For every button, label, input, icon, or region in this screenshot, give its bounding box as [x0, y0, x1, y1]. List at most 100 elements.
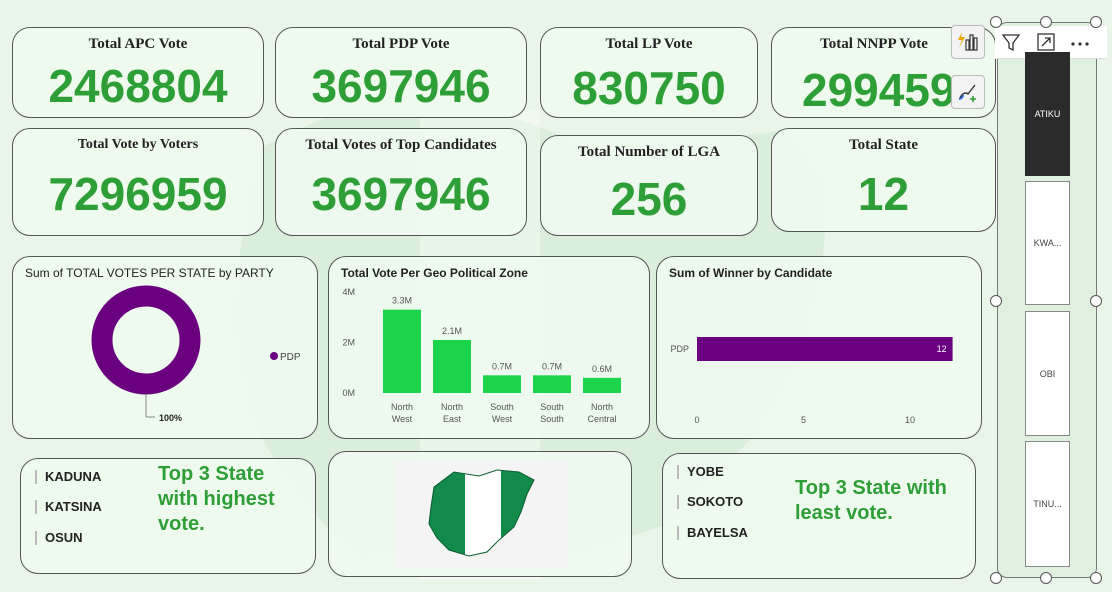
format-visual-button[interactable]	[951, 75, 985, 109]
zone-bar[interactable]	[433, 339, 471, 393]
top3-highest-card[interactable]: KADUNA KATSINA OSUN Top 3 State with hig…	[20, 458, 316, 574]
kpi-card-nnpp[interactable]: Total NNPP Vote 299459	[771, 27, 996, 118]
x-tick-label: South	[540, 414, 564, 424]
note-line: Top 3 State with	[795, 477, 947, 499]
slicer-item-kwa[interactable]: KWA...	[1025, 181, 1070, 305]
zone-bar[interactable]	[483, 375, 521, 393]
kpi-title-lga: Total Number of LGA	[577, 144, 721, 160]
list-item[interactable]: BAYELSA	[677, 526, 748, 540]
note-line: Top 3 State	[158, 463, 265, 485]
x-tick-label: East	[443, 414, 462, 424]
bar-data-label: 0.6M	[592, 364, 612, 374]
slicer-item-tinu[interactable]: TINU...	[1025, 441, 1070, 567]
x-tick-label: West	[392, 414, 413, 424]
winner-chart-card[interactable]: Sum of Winner by Candidate PDP 12 0 5 10	[656, 256, 982, 439]
donut-data-label: 100%	[159, 413, 182, 423]
kpi-value-pdp: 3697946	[311, 60, 491, 112]
x-tick-label: South	[540, 402, 564, 412]
x-tick-label: North	[441, 402, 463, 412]
kpi-value-top-candidates: 3697946	[311, 168, 491, 220]
zone-bar[interactable]	[383, 309, 421, 393]
x-tick-label: North	[591, 402, 613, 412]
bar-data-label: 0.7M	[492, 361, 512, 371]
kpi-title-lp: Total LP Vote	[605, 36, 693, 52]
kpi-title-pdp: Total PDP Vote	[352, 36, 450, 52]
bar-data-label: 12	[937, 344, 947, 354]
kpi-card-pdp[interactable]: Total PDP Vote 3697946	[275, 27, 527, 118]
note-line: with highest	[158, 488, 275, 510]
more-options-icon[interactable]	[1071, 42, 1089, 46]
kpi-value-lga: 256	[610, 173, 688, 225]
kpi-value-state: 12	[857, 168, 910, 220]
bar-data-label: 3.3M	[392, 296, 412, 306]
note-line: least vote.	[795, 502, 893, 524]
list-item[interactable]: KADUNA	[35, 470, 101, 484]
kpi-title-state: Total State	[848, 137, 919, 153]
list-item[interactable]: YOBE	[677, 465, 724, 479]
kpi-card-lga[interactable]: Total Number of LGA 256	[540, 135, 758, 236]
list-item[interactable]: OSUN	[35, 531, 83, 545]
bar-data-label: 2.1M	[442, 326, 462, 336]
top3-least-note: Top 3 State with least vote.	[795, 476, 947, 526]
slicer-item-obi[interactable]: OBI	[1025, 311, 1070, 436]
note-line: vote.	[158, 513, 205, 535]
focus-mode-icon[interactable]	[1037, 33, 1055, 51]
zone-chart-title: Total Vote Per Geo Political Zone	[341, 266, 528, 280]
top3-least-card[interactable]: YOBE SOKOTO BAYELSA Top 3 State with lea…	[662, 453, 976, 579]
x-tick-label: South	[490, 402, 514, 412]
resize-handle-br[interactable]	[1090, 572, 1102, 584]
y-tick-label: 0M	[342, 388, 355, 398]
resize-handle-tl[interactable]	[990, 16, 1002, 28]
winner-bar[interactable]	[697, 337, 953, 361]
kpi-value-voters: 7296959	[48, 168, 228, 220]
winner-chart-title: Sum of Winner by Candidate	[669, 266, 833, 280]
kpi-card-lp[interactable]: Total LP Vote 830750	[540, 27, 758, 118]
kpi-title-nnpp: Total NNPP Vote	[820, 36, 928, 52]
winner-bar-chart: PDP 12 0 5 10	[670, 337, 953, 425]
filter-icon[interactable]	[1001, 34, 1021, 52]
map-image-card[interactable]	[328, 451, 632, 577]
resize-handle-r[interactable]	[1090, 295, 1102, 307]
y-tick-label: 4M	[342, 287, 355, 297]
legend-label-pdp[interactable]: PDP	[280, 352, 301, 363]
bar-chart-spark-icon	[958, 32, 978, 51]
y-tick-label: 2M	[342, 338, 355, 348]
zone-bar[interactable]	[533, 375, 571, 393]
x-tick-label: 10	[905, 415, 915, 425]
kpi-value-lp: 830750	[572, 62, 726, 114]
donut-chart-title: Sum of TOTAL VOTES PER STATE by PARTY	[25, 266, 274, 280]
x-tick-label: 5	[801, 415, 806, 425]
resize-handle-b[interactable]	[1040, 572, 1052, 584]
kpi-value-apc: 2468804	[48, 60, 228, 112]
paintbrush-icon	[958, 84, 976, 102]
legend-dot-pdp	[270, 352, 278, 360]
resize-handle-tr[interactable]	[1090, 16, 1102, 28]
x-tick-label: West	[492, 414, 513, 424]
kpi-card-state[interactable]: Total State 12	[771, 128, 996, 232]
list-item[interactable]: SOKOTO	[677, 495, 743, 509]
list-item[interactable]: KATSINA	[35, 500, 102, 514]
kpi-title-apc: Total APC Vote	[88, 36, 188, 52]
kpi-title-voters: Total Vote by Voters	[77, 137, 199, 152]
donut-slice-pdp[interactable]	[91, 285, 201, 395]
build-visual-button[interactable]	[951, 25, 985, 59]
zone-bar[interactable]	[583, 377, 621, 393]
donut-chart-card[interactable]: Sum of TOTAL VOTES PER STATE by PARTY 10…	[12, 256, 318, 439]
resize-handle-bl[interactable]	[990, 572, 1002, 584]
kpi-card-voters[interactable]: Total Vote by Voters 7296959	[12, 128, 264, 236]
x-tick-label: 0	[694, 415, 699, 425]
kpi-title-top-candidates: Total Votes of Top Candidates	[305, 137, 497, 153]
kpi-card-apc[interactable]: Total APC Vote 2468804	[12, 27, 264, 118]
kpi-value-nnpp: 299459	[802, 64, 956, 116]
x-tick-label: North	[391, 402, 413, 412]
resize-handle-t[interactable]	[1040, 16, 1052, 28]
zone-chart-card[interactable]: Total Vote Per Geo Political Zone 0M 2M 4M…	[328, 256, 650, 439]
y-tick-label: PDP	[670, 344, 689, 354]
resize-handle-l[interactable]	[990, 295, 1002, 307]
top3-highest-note: Top 3 State with highest vote.	[158, 462, 275, 537]
nigeria-flag-map	[395, 462, 569, 568]
kpi-card-top-candidates[interactable]: Total Votes of Top Candidates 3697946	[275, 128, 527, 236]
zone-bar-chart: 0M 2M 4M 3.3M North West 2.1M North East 0.7M Sout…	[342, 287, 621, 424]
x-tick-label: Central	[587, 414, 616, 424]
slicer-item-atiku[interactable]: ATIKU	[1025, 52, 1070, 176]
